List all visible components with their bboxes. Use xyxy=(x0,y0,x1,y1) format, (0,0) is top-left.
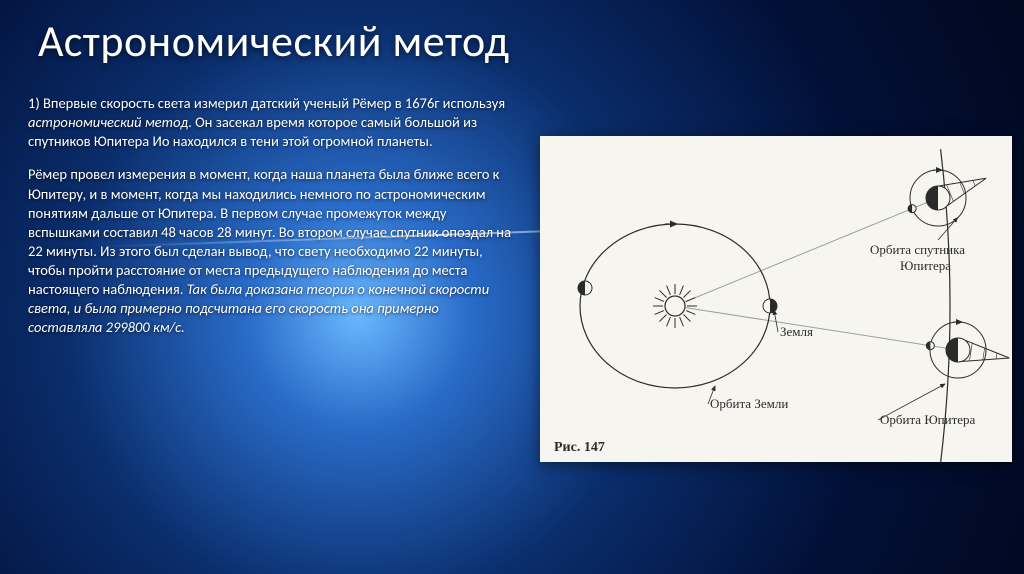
p1-lead: 1) xyxy=(28,94,43,112)
svg-text:Юпитера: Юпитера xyxy=(900,258,951,273)
p2-a: Рёмер провел измерения в момент, когда н… xyxy=(28,165,511,298)
svg-text:Орбита Земли: Орбита Земли xyxy=(710,396,788,411)
paragraph-2: Рёмер провел измерения в момент, когда н… xyxy=(28,165,516,337)
svg-text:Орбита спутника: Орбита спутника xyxy=(870,242,965,257)
body-text: 1) Впервые скорость света измерил датски… xyxy=(28,94,516,352)
figure-diagram: Земля Орбита Земли Орбита Юпитера Орбита сп… xyxy=(540,136,1012,462)
svg-text:Орбита Юпитера: Орбита Юпитера xyxy=(880,412,976,427)
slide-title: Астрономический метод xyxy=(38,14,510,68)
paragraph-1: 1) Впервые скорость света измерил датски… xyxy=(28,94,516,151)
p1-em: астрономический метод xyxy=(28,113,188,131)
p1-a: Впервые скорость света измерил датский у… xyxy=(43,94,505,112)
figure-caption: Рис. 147 xyxy=(554,440,605,456)
svg-text:Земля: Земля xyxy=(780,324,813,339)
roemer-diagram-svg: Земля Орбита Земли Орбита Юпитера Орбита сп… xyxy=(540,136,1012,462)
